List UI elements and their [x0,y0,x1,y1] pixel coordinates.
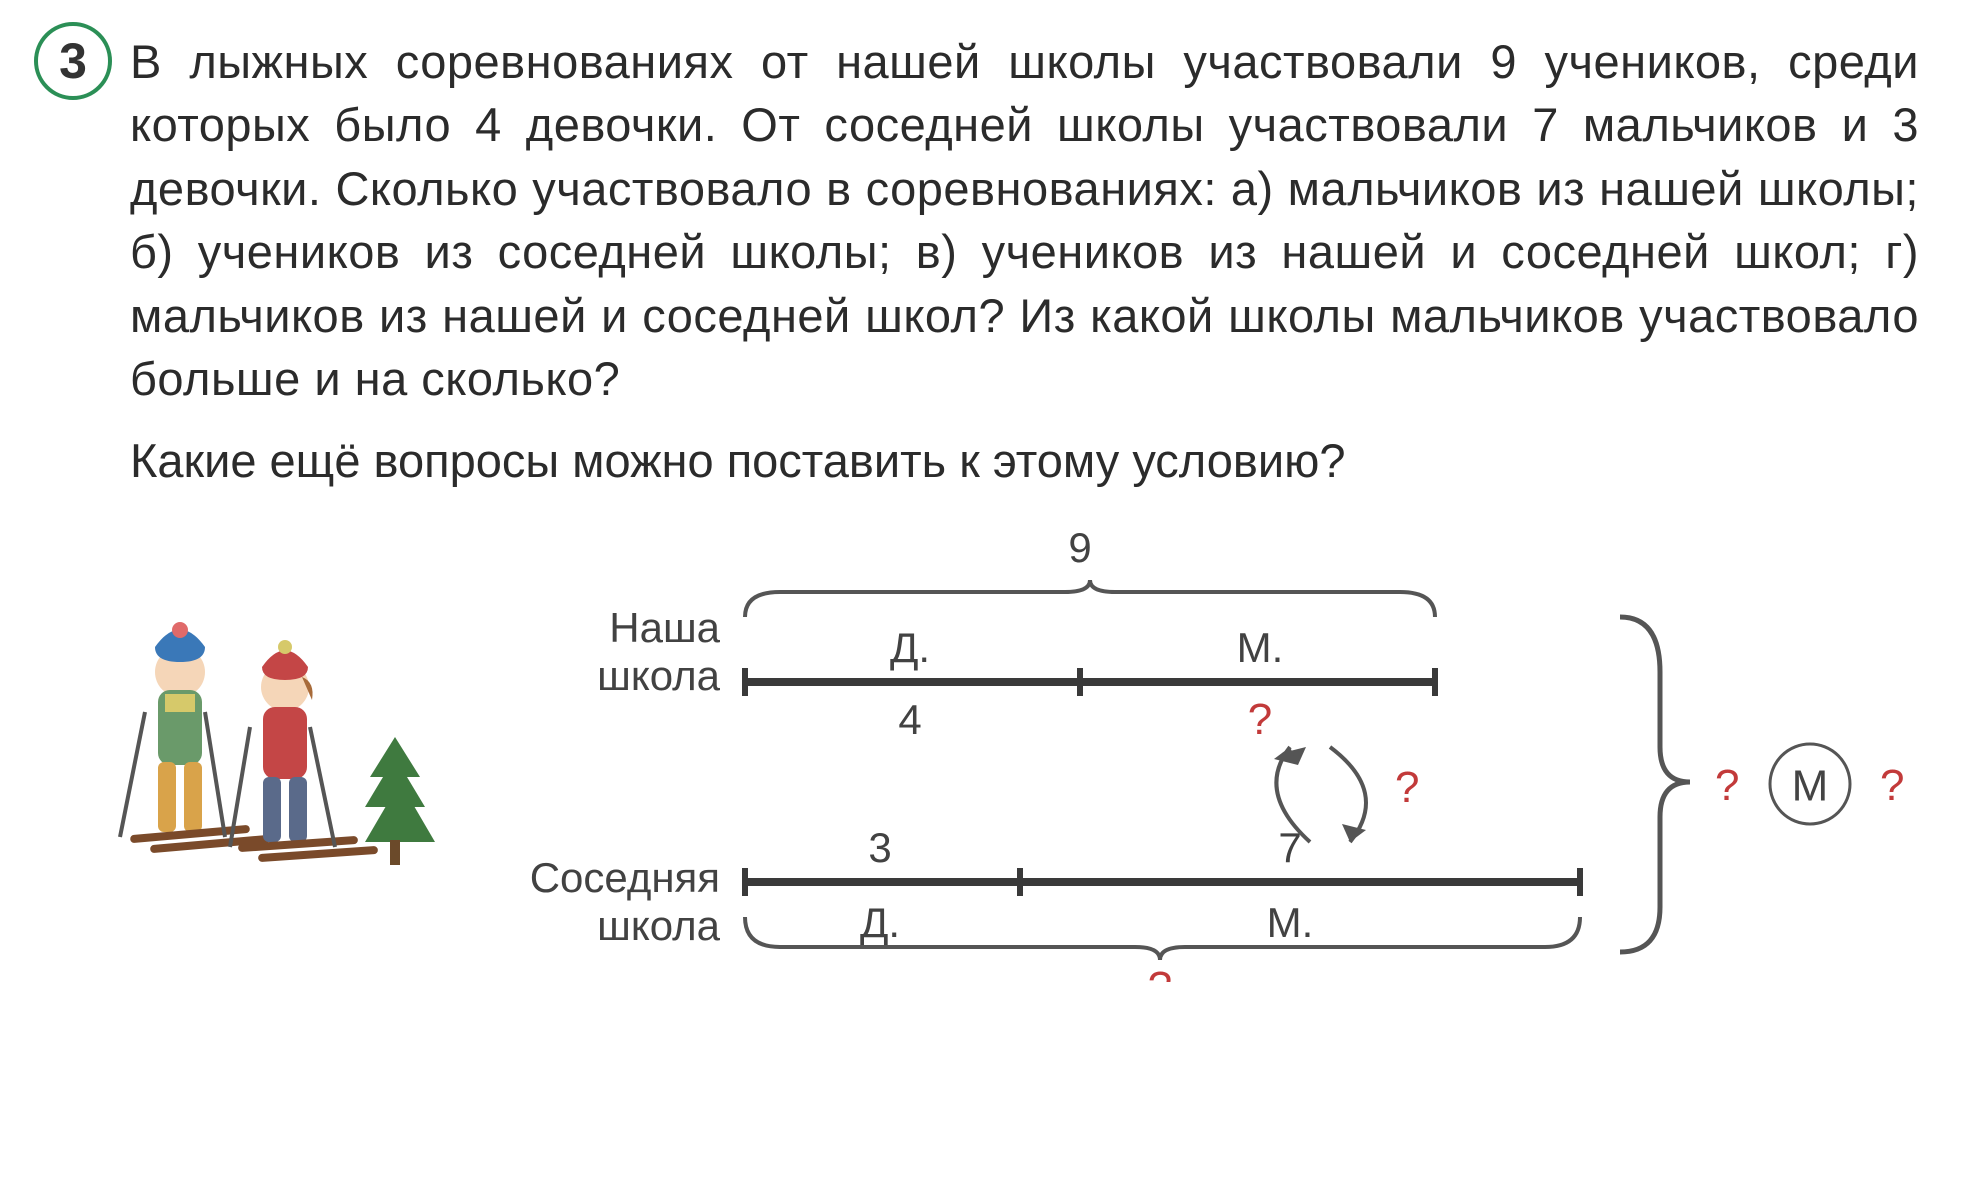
skier-right [230,640,378,862]
our-school-label-2: школа [597,652,720,699]
m-badge-q: ? [1880,761,1904,810]
sub-question: Какие ещё вопросы можно поставить к этом… [130,429,1919,492]
bot-left-above: 3 [868,824,891,871]
compare-arrows: ? [1274,747,1419,842]
our-school-label-1: Наша [609,604,720,651]
our-school-segment: 9 Д. М. 4 ? [745,524,1435,744]
brace-q: ? [1715,761,1739,810]
top-left-under: 4 [898,696,921,743]
neighbor-school-segment: 3 7 Д. М. ? [745,824,1580,982]
big-brace: ? [1620,617,1739,952]
top-total: 9 [1068,524,1091,571]
page: 3 В лыжных соревнованиях от нашей школы … [0,0,1979,1180]
diagram-area: Наша школа Соседняя школа 9 Д. М. 4 ? [50,522,1919,1002]
top-right-letter: М. [1237,624,1284,671]
m-badge-label: М [1792,762,1829,811]
schema-diagram: Наша школа Соседняя школа 9 Д. М. 4 ? [520,522,1940,982]
compare-q: ? [1395,763,1419,812]
problem-text: В лыжных соревнованиях от нашей школы уч… [130,30,1919,411]
neighbor-school-label-1: Соседняя [530,854,720,901]
skiers-svg [90,582,470,932]
bot-total: ? [1148,963,1172,982]
top-left-letter: Д. [890,624,930,671]
bot-right-letter: М. [1267,899,1314,946]
neighbor-school-label-2: школа [597,902,720,949]
top-right-under: ? [1248,695,1272,744]
m-badge-group: М ? [1770,744,1904,824]
tree-icon [365,737,435,865]
problem-number: 3 [59,32,87,90]
bot-left-letter: Д. [860,899,900,946]
problem-number-badge: 3 [34,22,112,100]
skiers-illustration [90,582,470,932]
